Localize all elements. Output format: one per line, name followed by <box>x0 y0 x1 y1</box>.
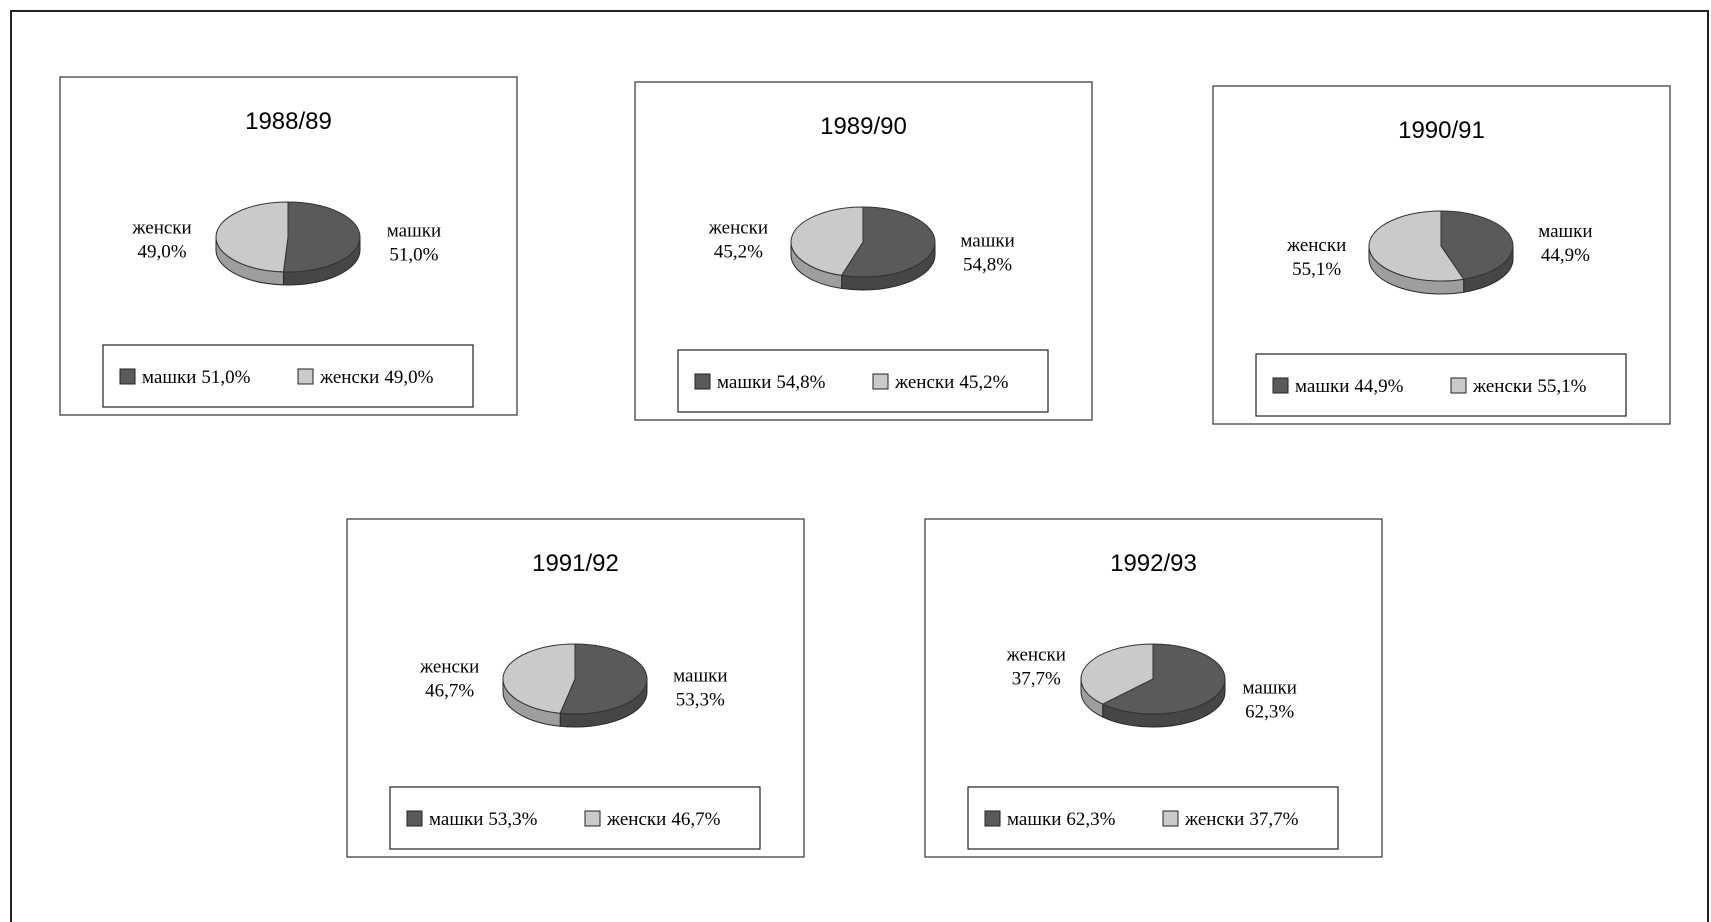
legend-entry: машки 53,3% <box>429 809 538 830</box>
legend-value: 44,9% <box>1354 376 1403 397</box>
legend-entry: машки 62,3% <box>1007 809 1116 830</box>
pie-slice <box>1440 210 1514 280</box>
slice-category: машки <box>960 231 1014 252</box>
legend-category: женски <box>1472 376 1532 397</box>
slice-value: 62,3% <box>1245 701 1294 722</box>
legend-box <box>102 344 474 408</box>
legend-box <box>389 786 761 850</box>
slice-value: 37,7% <box>1012 669 1061 690</box>
legend-value: 37,7% <box>1249 809 1298 830</box>
legend-value: 51,0% <box>201 367 250 388</box>
slice-category: машки <box>1538 221 1592 242</box>
slice-category: женски <box>1286 235 1346 256</box>
legend-entry: машки 51,0% <box>142 367 251 388</box>
legend-category: машки <box>429 809 483 830</box>
slice-value: 54,8% <box>963 255 1012 276</box>
legend-box <box>1255 353 1627 417</box>
pie-slice <box>840 206 936 278</box>
chart-title: 1989/90 <box>820 113 907 140</box>
legend-swatch <box>1450 377 1467 394</box>
legend-category: машки <box>717 372 771 393</box>
legend-entry: женски 45,2% <box>894 372 1009 393</box>
legend-swatch <box>1162 810 1179 827</box>
legend-value: 53,3% <box>488 809 537 830</box>
pie-slice <box>215 201 289 273</box>
legend-value: 49,0% <box>384 367 433 388</box>
pie-slice <box>559 643 648 715</box>
legend-value: 62,3% <box>1066 809 1115 830</box>
legend-value: 45,2% <box>959 372 1008 393</box>
legend-swatch <box>872 373 889 390</box>
legend-value: 54,8% <box>776 372 825 393</box>
legend-entry: машки 54,8% <box>717 372 826 393</box>
pie-slice <box>790 206 864 276</box>
legend-value: 46,7% <box>671 809 720 830</box>
legend-swatch <box>119 368 136 385</box>
pie-slice <box>1080 643 1154 705</box>
slice-value: 44,9% <box>1541 245 1590 266</box>
legend-entry: женски 46,7% <box>606 809 721 830</box>
slice-category: женски <box>1006 645 1066 666</box>
chart-title: 1991/92 <box>532 550 619 577</box>
legend-value: 55,1% <box>1537 376 1586 397</box>
legend-box <box>967 786 1339 850</box>
legend-category: машки <box>142 367 196 388</box>
legend-swatch <box>584 810 601 827</box>
slice-value: 51,0% <box>389 244 438 265</box>
slice-category: женски <box>131 218 191 239</box>
legend-category: женски <box>894 372 954 393</box>
slice-value: 46,7% <box>425 680 474 701</box>
slice-category: машки <box>673 666 727 687</box>
legend-swatch <box>694 373 711 390</box>
slice-value: 53,3% <box>676 690 725 711</box>
chart-title: 1992/93 <box>1110 550 1197 577</box>
legend-category: женски <box>1184 809 1244 830</box>
page-frame <box>10 10 1709 922</box>
legend-category: машки <box>1007 809 1061 830</box>
pie-slice <box>282 201 361 273</box>
legend-category: женски <box>319 367 379 388</box>
pie-slice <box>1101 643 1226 715</box>
legend-entry: машки 44,9% <box>1295 376 1404 397</box>
chart-title: 1988/89 <box>245 108 332 135</box>
legend-entry: женски 37,7% <box>1184 809 1299 830</box>
slice-value: 49,0% <box>138 242 187 263</box>
slice-category: машки <box>387 220 441 241</box>
legend-entry: женски 55,1% <box>1472 376 1587 397</box>
slice-category: женски <box>419 656 479 677</box>
slice-value: 45,2% <box>714 241 763 262</box>
legend-category: женски <box>606 809 666 830</box>
pie-slice <box>502 643 576 714</box>
slice-category: женски <box>708 217 768 238</box>
legend-swatch <box>297 368 314 385</box>
legend-entry: женски 49,0% <box>319 367 434 388</box>
slice-category: машки <box>1243 677 1297 698</box>
chart-title: 1990/91 <box>1398 117 1485 144</box>
legend-swatch <box>984 810 1001 827</box>
slice-value: 55,1% <box>1292 259 1341 280</box>
legend-category: машки <box>1295 376 1349 397</box>
legend-swatch <box>1272 377 1289 394</box>
legend-box <box>677 349 1049 413</box>
pie-slice <box>1368 210 1465 282</box>
legend-swatch <box>406 810 423 827</box>
